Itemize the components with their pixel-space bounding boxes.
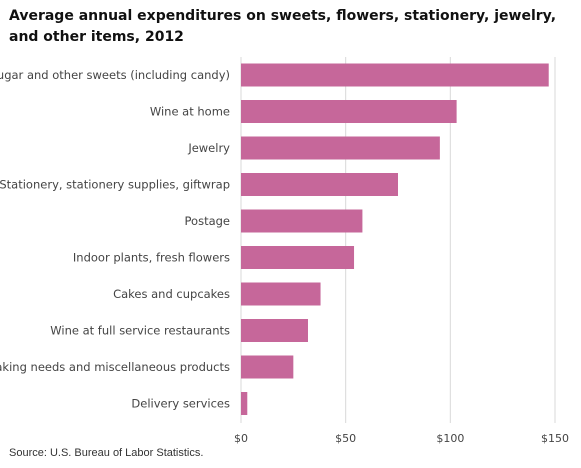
category-label: Jewelry	[187, 141, 230, 155]
category-label: Cakes and cupcakes	[113, 287, 230, 301]
category-label: Sugar and other sweets (including candy)	[0, 68, 230, 82]
bar	[241, 319, 308, 342]
category-labels: Sugar and other sweets (including candy)…	[0, 68, 230, 411]
bar	[241, 173, 398, 196]
category-label: Baking needs and miscellaneous products	[0, 360, 230, 374]
x-tick-label: $0	[234, 432, 248, 445]
category-label: Indoor plants, fresh flowers	[73, 251, 230, 265]
bar	[241, 136, 440, 160]
category-label: Stationery, stationery supplies, giftwra…	[0, 178, 230, 192]
bar	[241, 355, 294, 379]
category-label: Postage	[185, 214, 230, 228]
bar-layer	[241, 63, 549, 415]
x-tick-label: $50	[335, 432, 356, 445]
category-label: Wine at full service restaurants	[50, 324, 230, 338]
x-tick-label: $150	[541, 432, 569, 445]
x-axis-ticks: $0 $50 $100 $150	[234, 432, 569, 445]
bar	[241, 392, 248, 415]
bar	[241, 209, 363, 233]
category-label: Delivery services	[131, 397, 230, 411]
x-tick-label: $100	[436, 432, 464, 445]
category-label: Wine at home	[150, 105, 230, 119]
bar	[241, 63, 549, 87]
bar	[241, 282, 321, 306]
bar	[241, 100, 457, 123]
source-note: Source: U.S. Bureau of Labor Statistics.	[9, 447, 204, 459]
chart-title: Average annual expenditures on sweets, f…	[9, 8, 557, 45]
bar	[241, 246, 355, 269]
